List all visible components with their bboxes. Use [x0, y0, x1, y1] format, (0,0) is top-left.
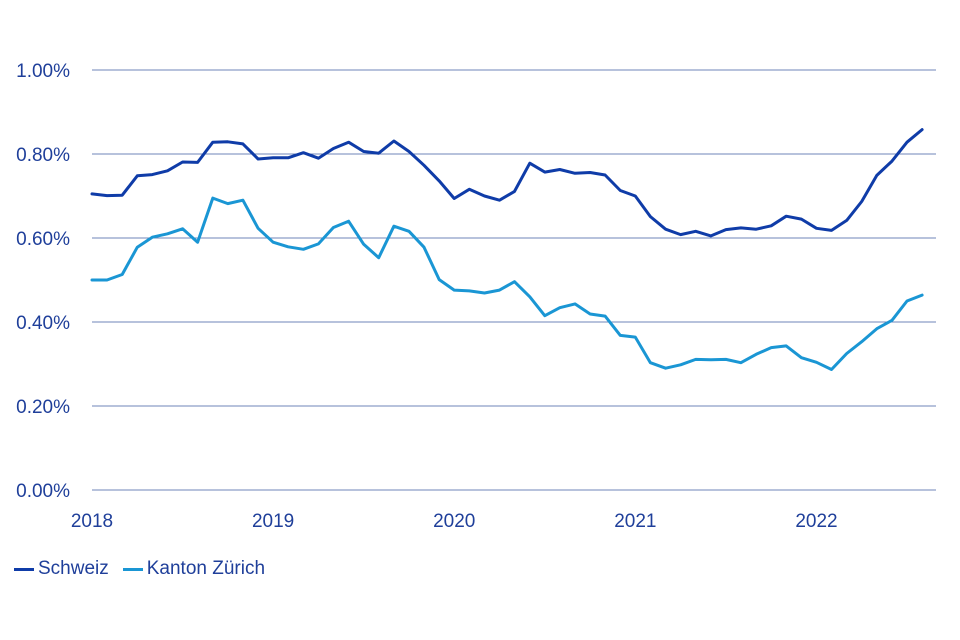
- y-tick-label: 0.80%: [16, 145, 70, 166]
- legend-swatch-kanton-zurich: [122, 567, 143, 571]
- legend: Schweiz Kanton Zürich: [14, 558, 265, 580]
- series-lines: [90, 128, 924, 371]
- legend-label-kanton-zurich: Kanton Zürich: [146, 558, 266, 579]
- x-tick-label: 2019: [252, 511, 294, 532]
- legend-item-kanton-zurich: Kanton Zürich: [122, 558, 266, 580]
- series-line-schweiz: [90, 128, 924, 238]
- y-tick-label: 0.20%: [16, 397, 70, 418]
- legend-item-schweiz: Schweiz: [14, 558, 109, 580]
- x-tick-label: 2022: [795, 511, 837, 532]
- y-axis-ticks: 0.00% 0.20% 0.40% 0.60% 0.80% 1.00%: [16, 61, 70, 502]
- x-tick-label: 2021: [614, 511, 656, 532]
- gridlines: [92, 69, 936, 491]
- y-tick-label: 0.60%: [16, 229, 70, 250]
- legend-label-schweiz: Schweiz: [38, 558, 109, 579]
- y-tick-label: 0.40%: [16, 313, 70, 334]
- y-tick-label: 0.00%: [16, 481, 70, 502]
- x-tick-label: 2020: [433, 511, 475, 532]
- legend-swatch-schweiz: [14, 567, 34, 571]
- series-line-kanton-zurich: [90, 196, 924, 371]
- x-axis-ticks: 2018 2019 2020 2021 2022: [71, 511, 838, 532]
- y-tick-label: 1.00%: [16, 61, 70, 82]
- x-tick-label: 2018: [71, 511, 113, 532]
